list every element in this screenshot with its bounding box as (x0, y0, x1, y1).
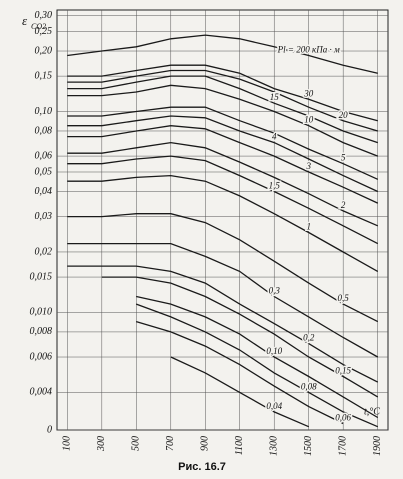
curve (67, 174, 379, 272)
series-label: 4 (272, 132, 277, 142)
y-tick-label: 0,30 (35, 10, 53, 21)
y-tick-label: 0,04 (35, 186, 53, 197)
x-axis-label: t,°C (364, 406, 380, 417)
curve (67, 155, 378, 245)
series-label: 0,5 (338, 293, 350, 303)
curve (67, 242, 379, 358)
y-tick-label: 0 (47, 424, 52, 435)
x-tick-label: 1300 (269, 436, 280, 456)
y-tick-label: 0,008 (30, 326, 53, 337)
curve (101, 276, 379, 398)
x-tick-label: 100 (62, 436, 73, 451)
series-label: 0,15 (335, 366, 351, 376)
y-axis-label: ε (22, 13, 28, 28)
y-tick-label: 0,25 (35, 26, 53, 37)
curve (67, 84, 378, 157)
series-label: 30 (303, 88, 314, 98)
x-tick-label: 300 (96, 436, 107, 452)
curve (170, 356, 309, 428)
curve (67, 265, 378, 383)
curve (67, 115, 378, 193)
x-tick-label: 1900 (372, 436, 383, 456)
series-label: 15 (270, 92, 280, 102)
y-tick-label: 0,10 (35, 106, 53, 117)
series-label: 0,04 (266, 401, 282, 411)
series-label: Pl = 200 кПа · м (277, 45, 340, 55)
x-tick-label: 700 (165, 436, 176, 451)
y-tick-label: 0,004 (30, 387, 53, 398)
curve (136, 295, 379, 419)
curve (67, 64, 378, 122)
curve (67, 106, 378, 180)
y-tick-label: 0,010 (30, 307, 53, 318)
x-tick-label: 500 (131, 436, 142, 451)
y-tick-label: 0,20 (35, 45, 53, 56)
x-tick-label: 1100 (234, 436, 245, 455)
series-label: 0,2 (303, 333, 315, 343)
series-label: 0,3 (269, 286, 281, 296)
x-tick-label: 1700 (337, 436, 348, 456)
series-label: 0,08 (301, 381, 317, 391)
y-axis-label-sub: CO2 (31, 22, 46, 31)
y-tick-label: 0,006 (30, 351, 53, 362)
curve (67, 75, 378, 144)
y-tick-label: 0,05 (35, 166, 53, 177)
curve (67, 141, 378, 227)
series-label: 5 (341, 153, 346, 163)
series-label: 1,5 (269, 181, 281, 191)
series-label: 3 (305, 161, 311, 171)
y-tick-label: 0,015 (30, 271, 53, 282)
y-tick-label: 0,03 (35, 211, 53, 222)
series-label: 0,10 (266, 346, 282, 356)
curve (67, 34, 378, 74)
curve (136, 303, 378, 428)
curve (67, 69, 378, 132)
curve (67, 213, 378, 323)
y-tick-label: 0,15 (35, 70, 53, 81)
caption: Рис. 16.7 (178, 461, 226, 473)
y-tick-label: 0,06 (35, 150, 53, 161)
curve (67, 125, 378, 204)
curve (136, 320, 344, 425)
series-label: 10 (304, 115, 314, 125)
series-label: 0,06 (335, 413, 351, 423)
series-label: 1 (306, 222, 311, 232)
x-tick-label: 900 (200, 436, 211, 451)
series-label: 2 (341, 200, 346, 210)
y-tick-label: 0,08 (35, 125, 53, 136)
series-label: 20 (339, 110, 349, 120)
y-tick-label: 0,02 (35, 246, 53, 257)
x-tick-label: 1500 (303, 436, 314, 456)
